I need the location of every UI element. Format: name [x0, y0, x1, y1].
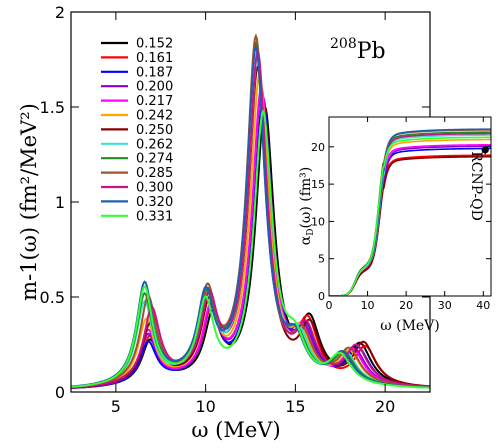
legend-entry-2: 0.187 — [136, 65, 173, 80]
annotation-element: Pb — [357, 39, 386, 64]
legend-entry-8: 0.274 — [136, 152, 173, 167]
rcnp-qd-label: RCNP-QD — [468, 151, 484, 221]
y-tick-label-3: 1.5 — [40, 98, 65, 117]
inset-axis-ticks: 0 10 20 30 40 0 5 10 15 20 — [311, 117, 491, 312]
y-tick-label-4: 2 — [55, 3, 65, 22]
legend-entry-0: 0.152 — [136, 37, 173, 52]
rcnp-qd-marker — [481, 145, 489, 155]
main-axis-ticks: 5 10 15 20 0 0.5 1 1.5 2 — [40, 3, 430, 416]
annotation-mass-number: 208 — [330, 36, 357, 52]
legend-entry-12: 0.331 — [136, 209, 173, 224]
main-y-axis-title: m-1(ω) (fm²/MeV²) — [17, 103, 41, 301]
inset-y-axis-title: αD(ω) (fm³) — [298, 167, 316, 245]
legend-entry-7: 0.262 — [136, 137, 173, 152]
inset-y-tick-label-3: 15 — [311, 178, 325, 191]
inset-series-line-12 — [329, 136, 491, 296]
y-tick-label-0: 0 — [55, 383, 65, 402]
legend-entry-1: 0.161 — [136, 51, 173, 66]
inset-plot: 0 10 20 30 40 0 5 10 15 20 ω (MeV) αD(ω) (fm³) RC… — [298, 116, 492, 334]
inset-y-tick-label-1: 5 — [318, 253, 325, 266]
legend-entry-4: 0.217 — [136, 94, 173, 109]
inset-y-title-alpha: α — [298, 235, 314, 245]
x-tick-label-1: 10 — [195, 397, 215, 416]
inset-x-axis-title: ω (MeV) — [380, 318, 440, 334]
legend: 0.1520.1610.1870.2000.2170.2420.2500.262… — [101, 37, 173, 224]
inset-x-tick-label-2: 20 — [399, 299, 413, 312]
inset-y-title-rest: (ω) (fm³) — [298, 167, 314, 229]
y-tick-label-2: 1 — [55, 193, 65, 212]
series-line-10 — [71, 48, 430, 389]
nucleus-annotation: 208Pb — [330, 36, 386, 64]
main-series-lines — [71, 33, 430, 389]
inset-x-tick-label-3: 30 — [438, 299, 452, 312]
inset-background — [329, 117, 491, 296]
rcnp-qd-point — [481, 146, 489, 154]
legend-entry-5: 0.242 — [136, 109, 173, 124]
inset-x-tick-label-4: 40 — [476, 299, 490, 312]
main-x-axis-title: ω (MeV) — [191, 418, 280, 442]
inset-y-tick-label-2: 10 — [311, 215, 325, 228]
inset-x-tick-label-0: 0 — [326, 299, 333, 312]
x-tick-label-0: 5 — [111, 397, 121, 416]
inset-y-title-sub: D — [306, 229, 316, 236]
x-tick-label-3: 20 — [375, 397, 395, 416]
main-plot: 5 10 15 20 0 0.5 1 1.5 2 ω (MeV) m-1(ω) (fm²/MeV… — [17, 3, 431, 442]
inset-plot-frame — [328, 116, 492, 297]
inset-y-tick-label-4: 20 — [311, 141, 325, 154]
legend-entry-3: 0.200 — [136, 80, 173, 95]
inset-x-tick-label-1: 10 — [361, 299, 375, 312]
series-line-12 — [71, 109, 430, 389]
legend-entry-9: 0.285 — [136, 166, 173, 181]
y-tick-label-1: 0.5 — [40, 288, 65, 307]
legend-entry-10: 0.300 — [136, 181, 173, 196]
inset-y-tick-label-0: 0 — [318, 290, 325, 303]
legend-entry-11: 0.320 — [136, 195, 173, 210]
x-tick-label-2: 15 — [285, 397, 305, 416]
legend-entry-6: 0.250 — [136, 123, 173, 138]
inset-series-lines — [329, 128, 491, 296]
